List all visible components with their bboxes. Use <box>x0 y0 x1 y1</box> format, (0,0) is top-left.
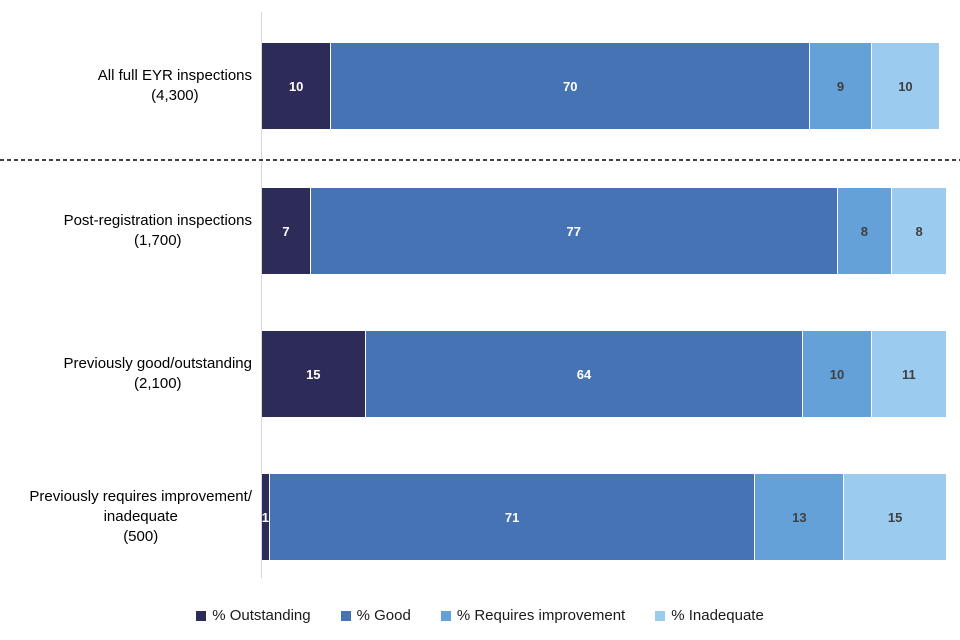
y-axis-line <box>261 12 262 578</box>
segment-inadequate: 15 <box>843 474 946 560</box>
category-label-text: All full EYR inspections (4,300) <box>97 66 252 104</box>
legend-item-inadequate: % Inadequate <box>655 607 764 624</box>
segment-value: 1 <box>261 509 270 525</box>
segment-inadequate: 11 <box>870 331 946 417</box>
stacked-bar: 10 70 9 10 <box>262 43 946 129</box>
segment-value: 64 <box>576 366 592 382</box>
category-label-text: Previously good/outstanding (2,100) <box>63 354 252 392</box>
segment-requires-improvement: 8 <box>836 188 892 274</box>
legend-item-outstanding: % Outstanding <box>196 607 311 624</box>
dashed-separator-line <box>0 159 960 161</box>
segment-value: 10 <box>829 366 845 382</box>
segment-value: 13 <box>792 509 807 525</box>
stacked-bar: 1 71 13 15 <box>262 474 946 560</box>
bar-row-previously-requires-improvement: Previously requires improvement/ inadequ… <box>0 474 960 560</box>
segment-requires-improvement: 9 <box>809 43 871 129</box>
segment-value: 15 <box>887 509 903 525</box>
segment-value: 8 <box>915 223 923 239</box>
category-label-text: Post-registration inspections (1,700) <box>63 211 252 249</box>
segment-inadequate: 8 <box>891 188 946 274</box>
segment-outstanding: 15 <box>262 331 365 417</box>
segment-requires-improvement: 10 <box>802 331 871 417</box>
legend-item-requires-improvement: % Requires improvement <box>440 607 626 624</box>
segment-inadequate: 10 <box>870 43 940 129</box>
category-label: Post-registration inspections (1,700) <box>0 188 252 274</box>
segment-good: 71 <box>268 474 755 560</box>
legend-label: % Outstanding <box>212 607 311 624</box>
segment-value: 70 <box>563 78 578 94</box>
legend-label: % Good <box>356 607 411 624</box>
segment-good: 70 <box>330 43 810 129</box>
legend-label: % Inadequate <box>671 607 764 624</box>
segment-good: 64 <box>364 331 803 417</box>
bar-row-post-registration: Post-registration inspections (1,700) 7 … <box>0 188 960 274</box>
segment-outstanding: 10 <box>262 43 331 129</box>
category-label: All full EYR inspections (4,300) <box>0 43 252 129</box>
legend-swatch-good-icon <box>340 610 351 621</box>
legend: % Outstanding % Good % Requires improvem… <box>0 607 960 624</box>
segment-good: 77 <box>309 188 837 274</box>
legend-label: % Requires improvement <box>456 607 626 624</box>
legend-item-good: % Good <box>340 607 411 624</box>
legend-swatch-outstanding-icon <box>196 610 207 621</box>
segment-value: 9 <box>836 78 845 94</box>
segment-value: 8 <box>860 223 869 239</box>
segment-value: 15 <box>306 366 321 382</box>
segment-value: 10 <box>898 78 913 94</box>
category-label: Previously requires improvement/ inadequ… <box>0 474 252 560</box>
bar-row-previously-good: Previously good/outstanding (2,100) 15 6… <box>0 331 960 417</box>
bar-row-all-full-eyr: All full EYR inspections (4,300) 10 70 9… <box>0 43 960 129</box>
segment-outstanding: 7 <box>262 188 310 274</box>
stacked-bar: 15 64 10 11 <box>262 331 946 417</box>
legend-swatch-inadequate-icon <box>655 610 666 621</box>
segment-value: 10 <box>288 78 304 94</box>
category-label-text: Previously requires improvement/ inadequ… <box>29 487 252 546</box>
segment-value: 7 <box>282 223 290 239</box>
segment-value: 71 <box>504 509 520 525</box>
segment-value: 77 <box>566 223 581 239</box>
segment-requires-improvement: 13 <box>754 474 844 560</box>
category-label: Previously good/outstanding (2,100) <box>0 331 252 417</box>
stacked-bar: 7 77 8 8 <box>262 188 946 274</box>
segment-outstanding: 1 <box>262 474 269 560</box>
legend-swatch-requires-improvement-icon <box>440 610 451 621</box>
segment-value: 11 <box>901 366 916 382</box>
